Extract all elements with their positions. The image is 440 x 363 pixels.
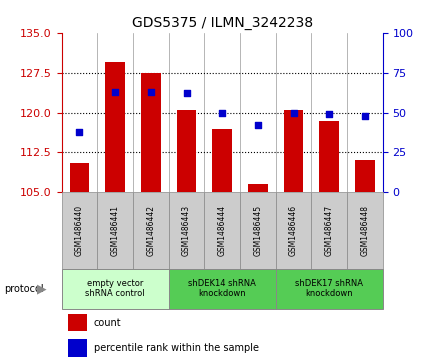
FancyBboxPatch shape	[312, 192, 347, 269]
FancyBboxPatch shape	[169, 192, 204, 269]
Bar	[284, 110, 304, 192]
Bar	[105, 62, 125, 192]
Text: GSM1486447: GSM1486447	[325, 205, 334, 256]
Bar	[355, 160, 375, 192]
FancyBboxPatch shape	[62, 192, 97, 269]
FancyBboxPatch shape	[97, 192, 133, 269]
Text: ▶: ▶	[37, 282, 47, 295]
Point	[76, 129, 83, 135]
Bar	[177, 110, 196, 192]
FancyBboxPatch shape	[204, 192, 240, 269]
Text: shDEK14 shRNA
knockdown: shDEK14 shRNA knockdown	[188, 279, 256, 298]
Text: count: count	[94, 318, 121, 328]
FancyBboxPatch shape	[133, 192, 169, 269]
Text: percentile rank within the sample: percentile rank within the sample	[94, 343, 259, 353]
FancyBboxPatch shape	[240, 192, 276, 269]
Bar	[213, 129, 232, 192]
FancyBboxPatch shape	[347, 192, 383, 269]
FancyBboxPatch shape	[276, 192, 312, 269]
Text: GSM1486440: GSM1486440	[75, 205, 84, 256]
Text: protocol: protocol	[4, 284, 44, 294]
FancyBboxPatch shape	[62, 269, 169, 309]
Point	[290, 110, 297, 115]
Bar	[248, 184, 268, 192]
Point	[361, 113, 368, 119]
Bar	[319, 121, 339, 192]
Text: GSM1486441: GSM1486441	[110, 205, 120, 256]
Point	[219, 110, 226, 115]
Text: shDEK17 shRNA
knockdown: shDEK17 shRNA knockdown	[295, 279, 363, 298]
Text: GSM1486444: GSM1486444	[218, 205, 227, 256]
Point	[254, 122, 261, 128]
Point	[147, 89, 154, 95]
Text: GSM1486442: GSM1486442	[147, 205, 155, 256]
Text: GSM1486443: GSM1486443	[182, 205, 191, 256]
FancyBboxPatch shape	[169, 269, 276, 309]
Point	[183, 90, 190, 96]
Text: empty vector
shRNA control: empty vector shRNA control	[85, 279, 145, 298]
Bar	[68, 314, 87, 331]
Bar	[141, 73, 161, 192]
Point	[326, 111, 333, 117]
Text: GSM1486446: GSM1486446	[289, 205, 298, 256]
Point	[112, 89, 119, 95]
Title: GDS5375 / ILMN_3242238: GDS5375 / ILMN_3242238	[132, 16, 313, 30]
Bar	[70, 163, 89, 192]
Text: GSM1486445: GSM1486445	[253, 205, 262, 256]
Text: GSM1486448: GSM1486448	[360, 205, 370, 256]
Bar	[68, 339, 87, 357]
FancyBboxPatch shape	[276, 269, 383, 309]
